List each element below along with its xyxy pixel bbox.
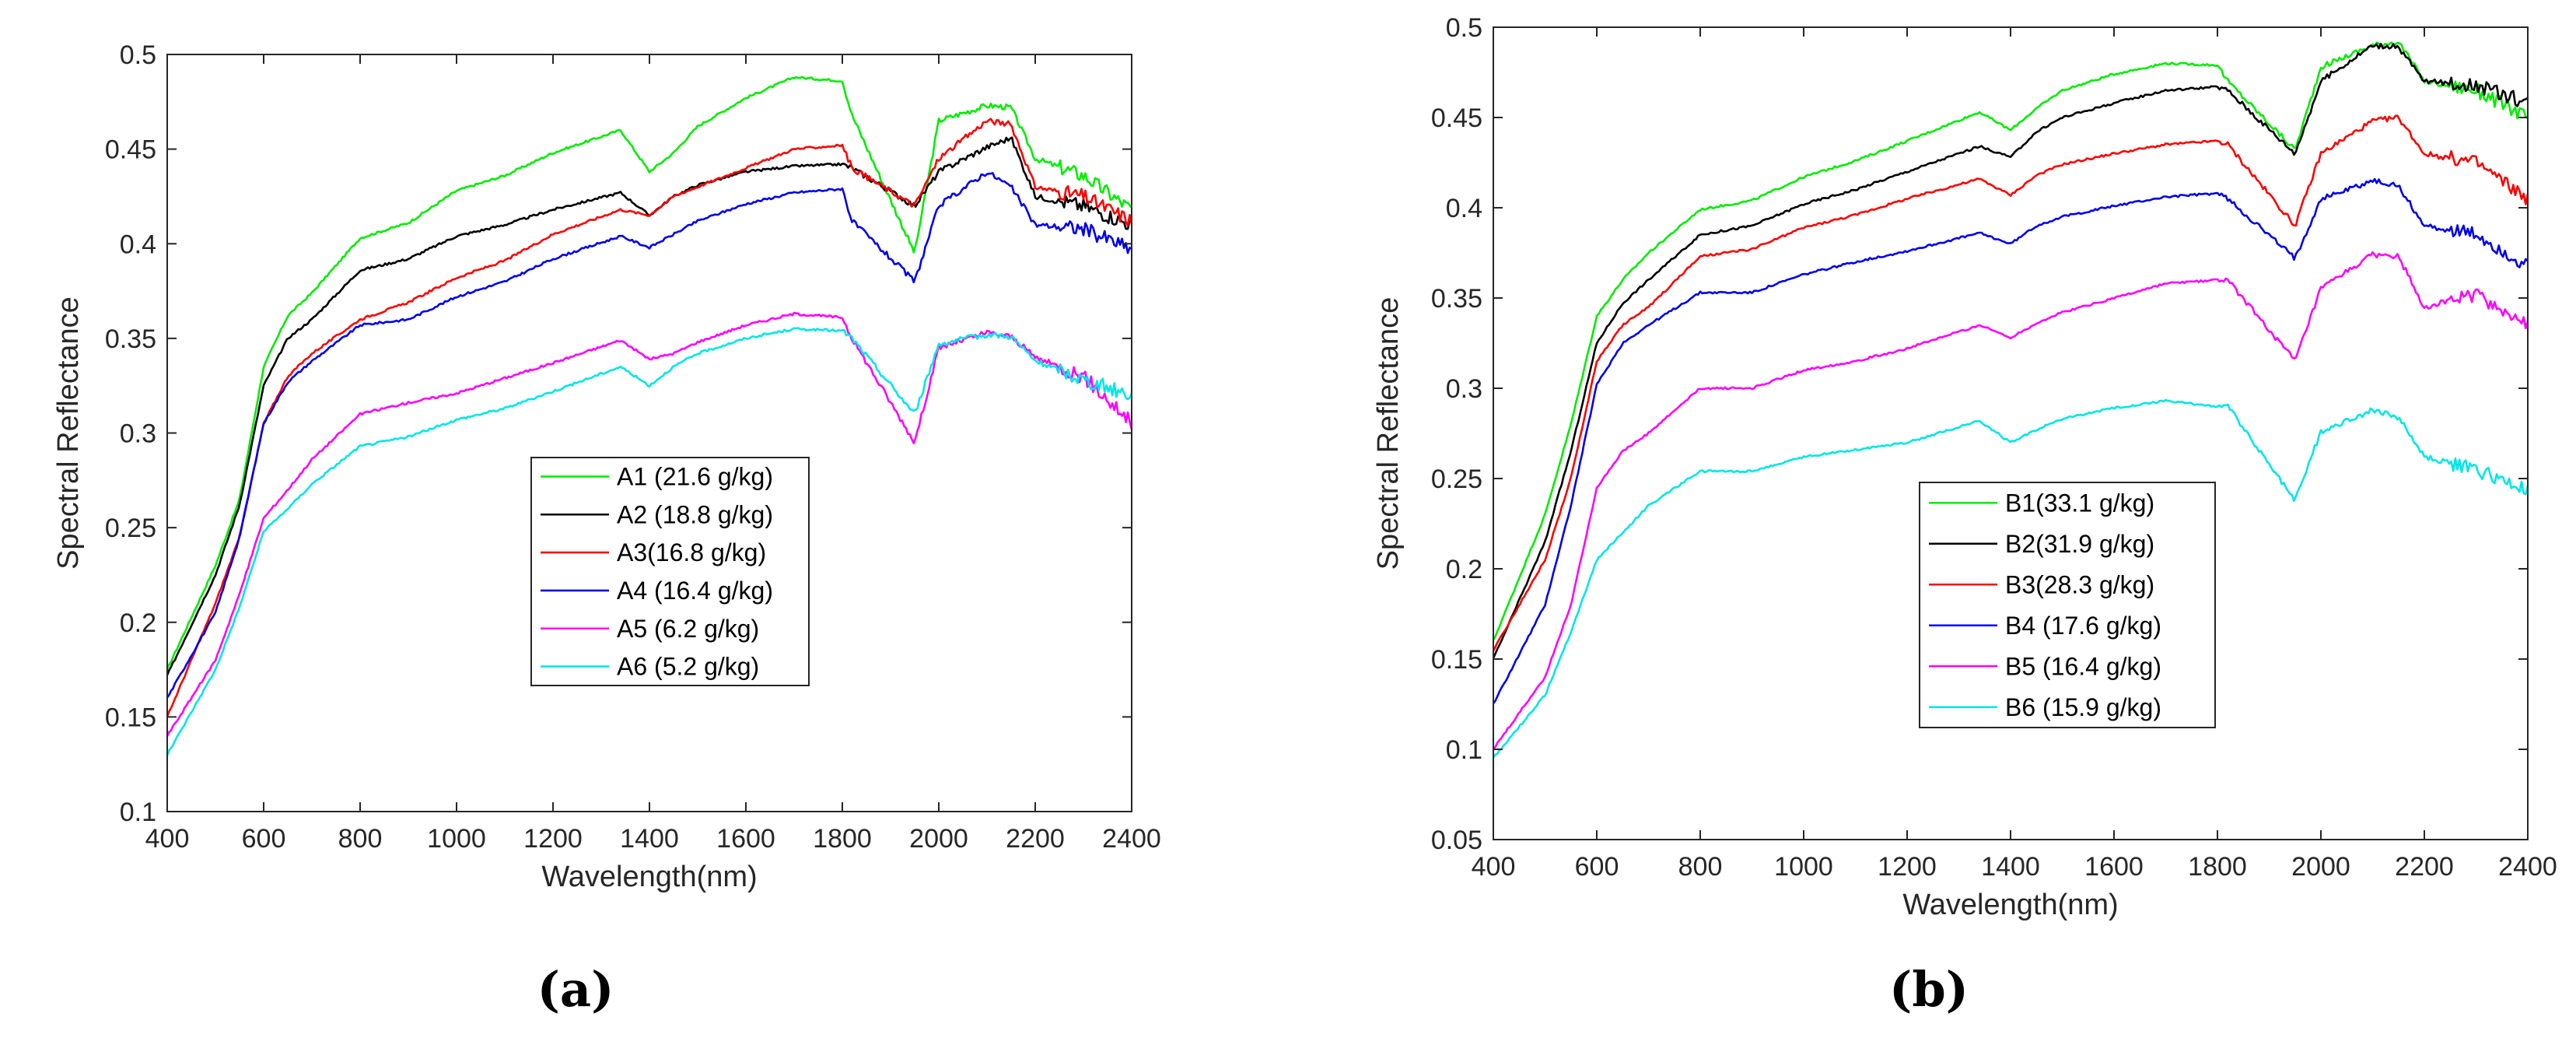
caption-b: (b) — [1889, 961, 1969, 1018]
x-tick-label: 1800 — [813, 824, 872, 854]
x-tick-label: 1800 — [2188, 852, 2247, 882]
y-tick-label: 0.25 — [1431, 465, 1482, 494]
legend-label-1: A1 (21.6 g/kg) — [617, 462, 773, 490]
legend: A1 (21.6 g/kg) A2 (18.8 g/kg) A3(16.8 g/kg… — [530, 457, 810, 686]
y-tick-label: 0.35 — [1431, 284, 1482, 314]
series-line-3 — [1492, 114, 2529, 652]
y-tick-label: 0.3 — [1446, 374, 1482, 404]
series-line-4 — [1492, 177, 2529, 704]
x-tick-label: 800 — [338, 824, 383, 854]
x-tick-label: 1400 — [1981, 852, 2040, 882]
legend-label-4: B4 (17.6 g/kg) — [2005, 612, 2161, 640]
legend-label-3: B3(28.3 g/kg) — [2005, 570, 2154, 598]
y-tick-label: 0.45 — [1431, 103, 1482, 133]
x-tick-label: 600 — [242, 824, 286, 854]
x-tick-label: 2200 — [2395, 852, 2454, 882]
x-tick-label: 2400 — [1102, 824, 1161, 854]
legend-label-6: B6 (15.9 g/kg) — [2005, 693, 2161, 721]
legend-label-6: A6 (5.2 g/kg) — [617, 653, 759, 681]
x-tick-label: 2400 — [2498, 852, 2557, 882]
x-tick-label: 1200 — [523, 824, 583, 854]
caption-a: (a) — [537, 961, 614, 1018]
y-tick-label: 0.45 — [105, 135, 156, 165]
x-tick-label: 1200 — [1878, 852, 1937, 882]
caption-a-text: (a) — [537, 961, 614, 1018]
caption-b-text: (b) — [1888, 961, 1969, 1018]
x-axis-label: Wavelength(nm) — [541, 861, 757, 893]
series-line-5 — [1493, 251, 2529, 749]
legend-label-3: A3(16.8 g/kg) — [617, 538, 766, 566]
x-tick-label: 800 — [1678, 852, 1723, 882]
x-tick-label: 1600 — [716, 824, 775, 854]
x-tick-label: 2000 — [909, 824, 968, 854]
series-line-6 — [166, 327, 1133, 756]
legend-label-5: B5 (16.4 g/kg) — [2005, 652, 2161, 680]
chart-a: 400 600 800 1000 1200 1400 1600 1800 2000 2200 240… — [52, 40, 1161, 893]
y-tick-label: 0.3 — [120, 419, 156, 449]
x-tick-label: 600 — [1575, 852, 1619, 882]
y-tick-label: 0.5 — [120, 40, 156, 70]
y-axis-label: Spectral Reflectance — [52, 296, 85, 570]
legend-box — [1919, 482, 2216, 728]
legend-label-5: A5 (6.2 g/kg) — [617, 615, 759, 643]
x-tick-label: 400 — [145, 824, 190, 854]
plot-area — [167, 54, 1132, 812]
y-tick-label: 0.2 — [1446, 555, 1482, 584]
y-tick-label: 0.35 — [105, 324, 156, 354]
series-line-6 — [1492, 398, 2529, 759]
y-tick-label: 0.5 — [1446, 13, 1482, 43]
x-axis-label: Wavelength(nm) — [1902, 889, 2118, 921]
legend-box — [530, 457, 810, 686]
y-tick-label: 0.15 — [105, 703, 156, 732]
y-tick-label: 0.25 — [105, 514, 156, 543]
y-tick-label: 0.4 — [120, 230, 156, 259]
series-line-1 — [1492, 41, 2529, 641]
series-line-1 — [166, 75, 1132, 669]
series-line-4 — [166, 172, 1132, 699]
y-tick-label: 0.15 — [1431, 645, 1482, 675]
chart-b: 400 600 800 1000 1200 1400 1600 1800 2000 2200 240… — [1372, 13, 2557, 921]
y-tick-label: 0.4 — [1446, 194, 1482, 223]
series-line-2 — [1492, 43, 2529, 659]
legend-label-4: A4 (16.4 g/kg) — [617, 577, 773, 605]
x-tick-label: 1600 — [2084, 852, 2144, 882]
legend-label-2: A2 (18.8 g/kg) — [617, 500, 773, 528]
legend: B1(33.1 g/kg) B2(31.9 g/kg) B3(28.3 g/kg) B… — [1919, 482, 2216, 728]
series-line-3 — [166, 117, 1133, 717]
x-tick-label: 1400 — [620, 824, 679, 854]
legend-label-2: B2(31.9 g/kg) — [2005, 530, 2154, 558]
y-tick-label: 0.2 — [120, 608, 156, 638]
y-tick-label: 0.1 — [120, 798, 156, 827]
legend-label-1: B1(33.1 g/kg) — [2005, 489, 2154, 517]
x-tick-label: 2200 — [1006, 824, 1065, 854]
y-axis-label: Spectral Reflectance — [1372, 297, 1405, 570]
x-tick-label: 1000 — [1774, 852, 1833, 882]
x-tick-label: 1000 — [427, 824, 486, 854]
y-tick-label: 0.1 — [1446, 735, 1482, 765]
y-tick-label: 0.05 — [1431, 826, 1482, 855]
x-tick-label: 2000 — [2291, 852, 2350, 882]
x-tick-label: 400 — [1472, 852, 1516, 882]
